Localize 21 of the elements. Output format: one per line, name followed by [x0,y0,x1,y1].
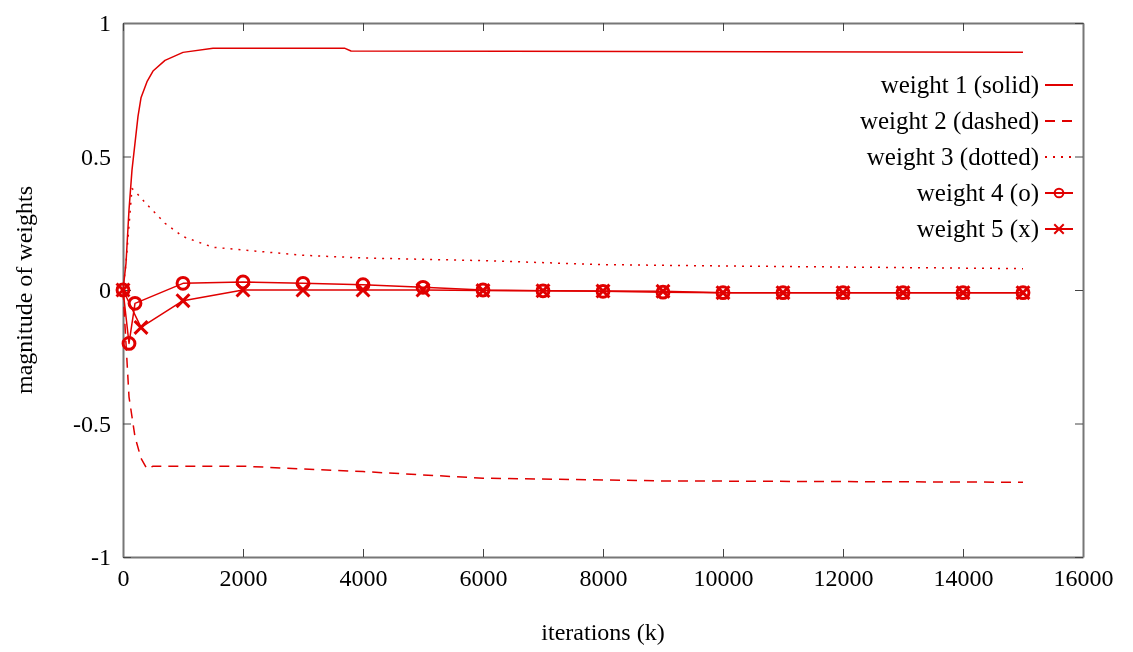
y-tick-label: 1 [99,10,111,37]
y-tick-label: 0.5 [81,143,111,170]
x-tick-label: 8000 [579,565,628,592]
legend-label: weight 4 (o) [916,179,1039,207]
x-tick-label: 2000 [219,565,268,592]
y-tick-label: -1 [91,544,111,571]
x-tick-label: 6000 [459,565,508,592]
y-axis-title: magnitude of weights [11,186,37,394]
x-tick-label: 14000 [933,565,994,592]
x-tick-label: 10000 [693,565,754,592]
x-tick-label: 16000 [1053,565,1114,592]
x-axis-title: iterations (k) [541,619,665,645]
x-tick-label: 0 [117,565,130,592]
legend-label: weight 5 (x) [916,215,1039,243]
x-tick-label: 4000 [339,565,388,592]
legend-label: weight 3 (dotted) [866,143,1039,171]
y-tick-label: 0 [99,277,111,304]
x-tick-label: 12000 [813,565,874,592]
y-tick-label: -0.5 [73,410,111,437]
legend-label: weight 2 (dashed) [859,107,1039,135]
legend-label: weight 1 (solid) [880,71,1039,99]
